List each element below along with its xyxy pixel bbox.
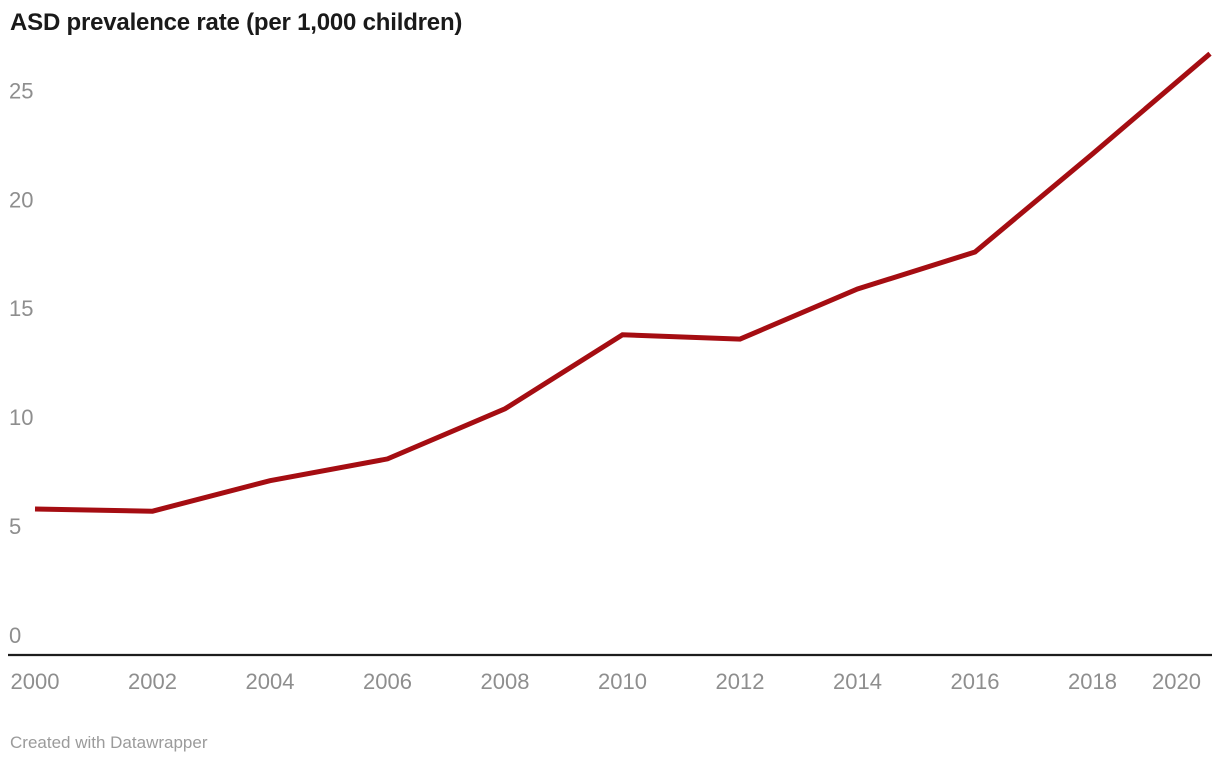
x-tick-label: 2000 <box>11 669 60 694</box>
x-tick-label: 2006 <box>363 669 412 694</box>
x-tick-label: 2014 <box>833 669 882 694</box>
x-tick-label: 2004 <box>246 669 295 694</box>
datawrapper-credit: Created with Datawrapper <box>10 733 208 752</box>
y-tick-label: 0 <box>9 623 21 648</box>
x-tick-label: 2016 <box>951 669 1000 694</box>
x-tick-label: 2018 <box>1068 669 1117 694</box>
y-tick-label: 5 <box>9 514 21 539</box>
x-tick-label: 2008 <box>481 669 530 694</box>
x-tick-label: 2010 <box>598 669 647 694</box>
x-tick-label: 2012 <box>716 669 765 694</box>
y-tick-label: 10 <box>9 405 33 430</box>
data-line-series <box>34 51 1212 514</box>
x-tick-label: 2002 <box>128 669 177 694</box>
chart-title: ASD prevalence rate (per 1,000 children) <box>10 9 463 36</box>
y-tick-label: 25 <box>9 78 33 103</box>
x-tick-label: 2020 <box>1152 669 1201 694</box>
y-tick-label: 15 <box>9 296 33 321</box>
y-tick-label: 20 <box>9 187 33 212</box>
